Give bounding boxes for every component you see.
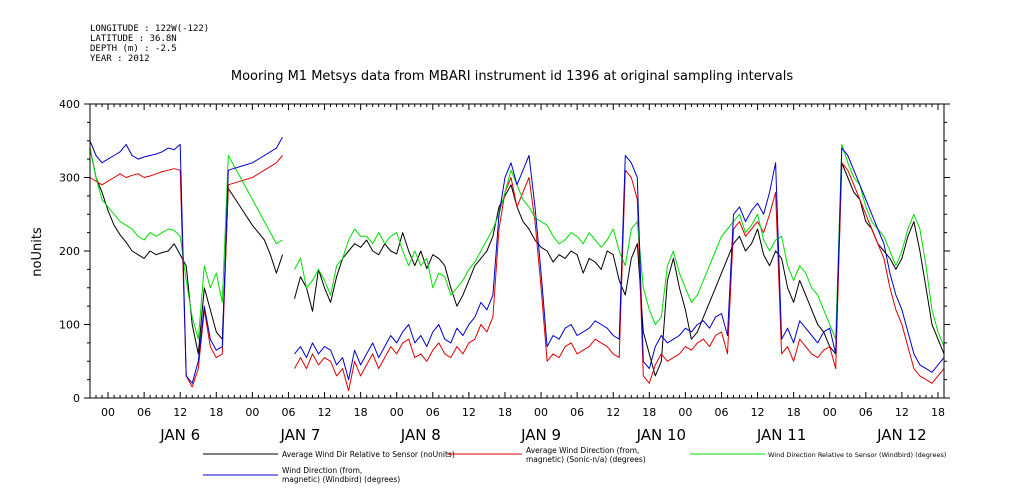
legend: Average Wind Dir Relative to Sensor (noU…: [203, 446, 946, 484]
y-tick-label-4: 400: [59, 98, 80, 111]
x-tick-label-4: 00: [245, 406, 259, 419]
meta-longitude: LONGITUDE : 122W(-122): [90, 24, 209, 34]
meta-latitude: LATITUDE : 36.8N: [90, 34, 177, 44]
x-tick-label-21: 06: [859, 406, 873, 419]
x-tick-label-12: 00: [534, 406, 548, 419]
series-3-line-segment-1: [294, 147, 945, 381]
y-tick-label-0: 0: [73, 392, 80, 405]
x-tick-label-1: 06: [137, 406, 151, 419]
x-tick-label-15: 18: [642, 406, 656, 419]
x-day-label-0: JAN 6: [159, 426, 200, 444]
plot-frame: [89, 103, 945, 399]
x-tick-label-14: 12: [606, 406, 620, 419]
plot-axes: 0 100 200 300 400 00 06 12 18 00 06 12 18 00 06 12 18 00 0…: [59, 98, 950, 444]
x-day-label-3: JAN 9: [520, 426, 561, 444]
x-tick-label-11: 18: [498, 406, 512, 419]
meta-year: YEAR : 2012: [90, 54, 150, 64]
series-0-line-segment-0: [89, 148, 283, 355]
plot-frame-layer: [89, 103, 945, 399]
legend-label-red-line1: Average Wind Direction (from,: [526, 446, 639, 455]
legend-label-blue-line1: Wind Direction (from,: [282, 466, 362, 475]
x-tick-label-17: 06: [714, 406, 728, 419]
x-tick-label-2: 12: [173, 406, 187, 419]
y-tick-label-1: 100: [59, 319, 80, 332]
x-day-label-2: JAN 8: [400, 426, 441, 444]
legend-label-blue-line2: magnetic) (Windbird) (degrees): [282, 475, 400, 484]
x-day-label-4: JAN 10: [636, 426, 687, 444]
legend-label-green: Wind Direction Relative to Sensor (Windb…: [768, 451, 946, 459]
series-1-line-segment-1: [294, 162, 945, 392]
x-tick-label-23: 18: [931, 406, 945, 419]
x-tick-label-13: 06: [570, 406, 584, 419]
series-3-line-segment-0: [89, 136, 283, 384]
x-day-label-6: JAN 12: [876, 426, 927, 444]
x-tick-label-16: 00: [678, 406, 692, 419]
x-tick-label-19: 18: [787, 406, 801, 419]
x-tick-label-5: 06: [281, 406, 295, 419]
x-tick-label-8: 00: [390, 406, 404, 419]
y-axis-label: noUnits: [30, 227, 45, 277]
meta-depth: DEPTH (m) : -2.5: [90, 44, 177, 54]
x-tick-label-10: 12: [462, 406, 476, 419]
chart-title: Mooring M1 Metsys data from MBARI instru…: [231, 69, 793, 84]
x-tick-label-0: 00: [101, 406, 115, 419]
x-tick-label-9: 06: [426, 406, 440, 419]
x-day-label-1: JAN 7: [280, 426, 321, 444]
series-1-line-segment-0: [89, 155, 283, 388]
x-tick-label-6: 12: [318, 406, 332, 419]
plot-lines: [89, 136, 945, 392]
x-tick-label-20: 00: [823, 406, 837, 419]
metadata-block: LONGITUDE : 122W(-122) LATITUDE : 36.8N …: [90, 24, 209, 64]
x-tick-label-18: 12: [751, 406, 765, 419]
y-tick-label-3: 300: [59, 172, 80, 185]
legend-label-red-line2: magnetic) (Sonic-n/a) (degrees): [526, 455, 646, 464]
y-tick-label-2: 200: [59, 245, 80, 258]
x-tick-label-22: 12: [895, 406, 909, 419]
x-tick-label-7: 18: [354, 406, 368, 419]
x-tick-label-3: 18: [209, 406, 223, 419]
series-2-line-segment-0: [89, 148, 283, 340]
x-day-label-5: JAN 11: [756, 426, 807, 444]
legend-label-black: Average Wind Dir Relative to Sensor (noU…: [282, 450, 455, 459]
